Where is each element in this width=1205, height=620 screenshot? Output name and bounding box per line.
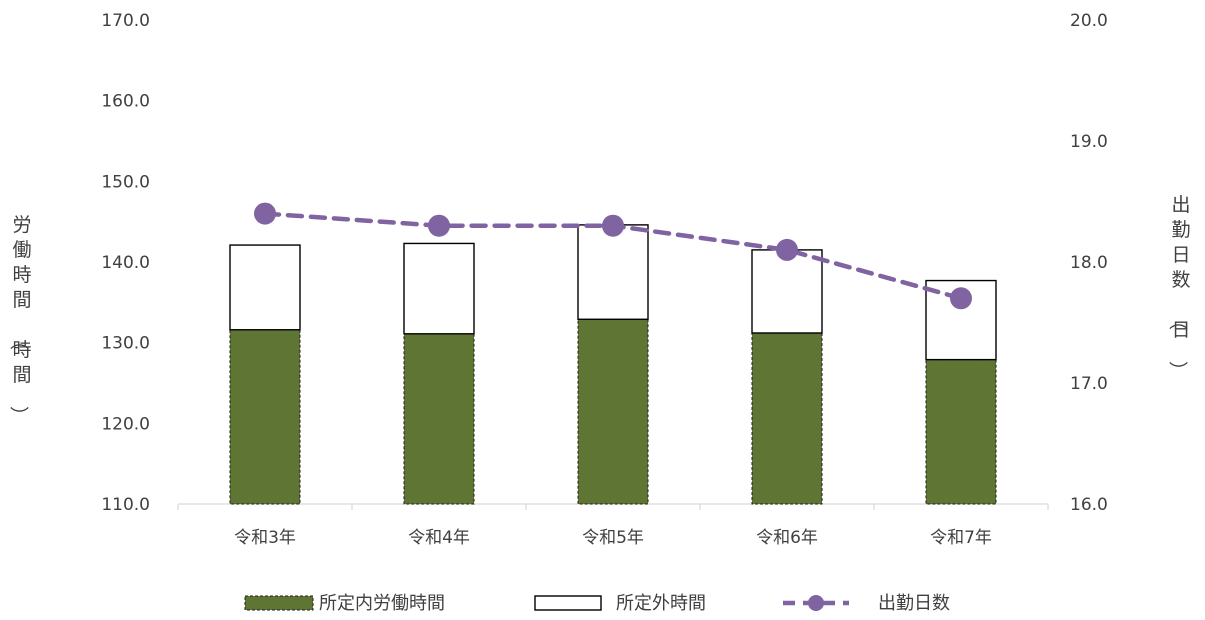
legend-label-base: 所定内労働時間: [319, 593, 445, 614]
y-tick-label: 110.0: [101, 495, 150, 515]
axis-labels: 110.0 120.0 130.0 140.0 150.0 160.0 170.0 16.0 1…: [7, 11, 1190, 548]
x-tick-label: 令和5年: [582, 528, 644, 548]
bar-base: [229, 329, 301, 505]
y-tick-label: 170.0: [101, 11, 150, 31]
y2-tick-label: 19.0: [1070, 132, 1108, 152]
y2-tick-label: 20.0: [1070, 11, 1108, 31]
legend-swatch-overtime: [534, 595, 602, 611]
legend-swatch-base: [244, 595, 314, 611]
line-point: [776, 238, 798, 261]
bar-overtime: [577, 224, 649, 320]
line-point: [602, 214, 624, 237]
line-point: [950, 287, 972, 310]
y2-tick-label: 16.0: [1070, 495, 1108, 515]
bar-overtime: [229, 244, 301, 331]
y-axis-title: 労働時間（時間）: [7, 214, 31, 425]
y2-tick-label: 18.0: [1070, 253, 1108, 273]
bars: [229, 224, 997, 505]
line-series: [254, 202, 972, 310]
y-tick-label: 120.0: [101, 414, 150, 434]
y-tick-label: 140.0: [101, 253, 150, 273]
bar-overtime: [751, 249, 823, 334]
x-tick-label: 令和7年: [930, 528, 992, 548]
line-point: [428, 214, 450, 237]
y2-axis-title: 出勤日数（日）: [1166, 194, 1190, 380]
line-point: [254, 202, 276, 225]
legend-label-overtime: 所定外時間: [616, 593, 706, 614]
x-tick-label: 令和6年: [756, 528, 818, 548]
bar-base: [751, 332, 823, 505]
y2-tick-label: 17.0: [1070, 374, 1108, 394]
bar-base: [403, 333, 475, 505]
bar-base: [925, 359, 997, 505]
axes: [177, 503, 1049, 510]
x-tick-label: 令和4年: [408, 528, 470, 548]
y-tick-label: 160.0: [101, 92, 150, 112]
y-tick-label: 130.0: [101, 334, 150, 354]
bar-overtime: [403, 242, 475, 335]
y-tick-label: 150.0: [101, 172, 150, 192]
legend: 所定内労働時間 所定外時間 出勤日数: [244, 593, 950, 614]
legend-marker-days: [808, 595, 824, 611]
legend-label-days: 出勤日数: [878, 593, 950, 614]
x-tick-label: 令和3年: [234, 528, 296, 548]
bar-base: [577, 318, 649, 505]
